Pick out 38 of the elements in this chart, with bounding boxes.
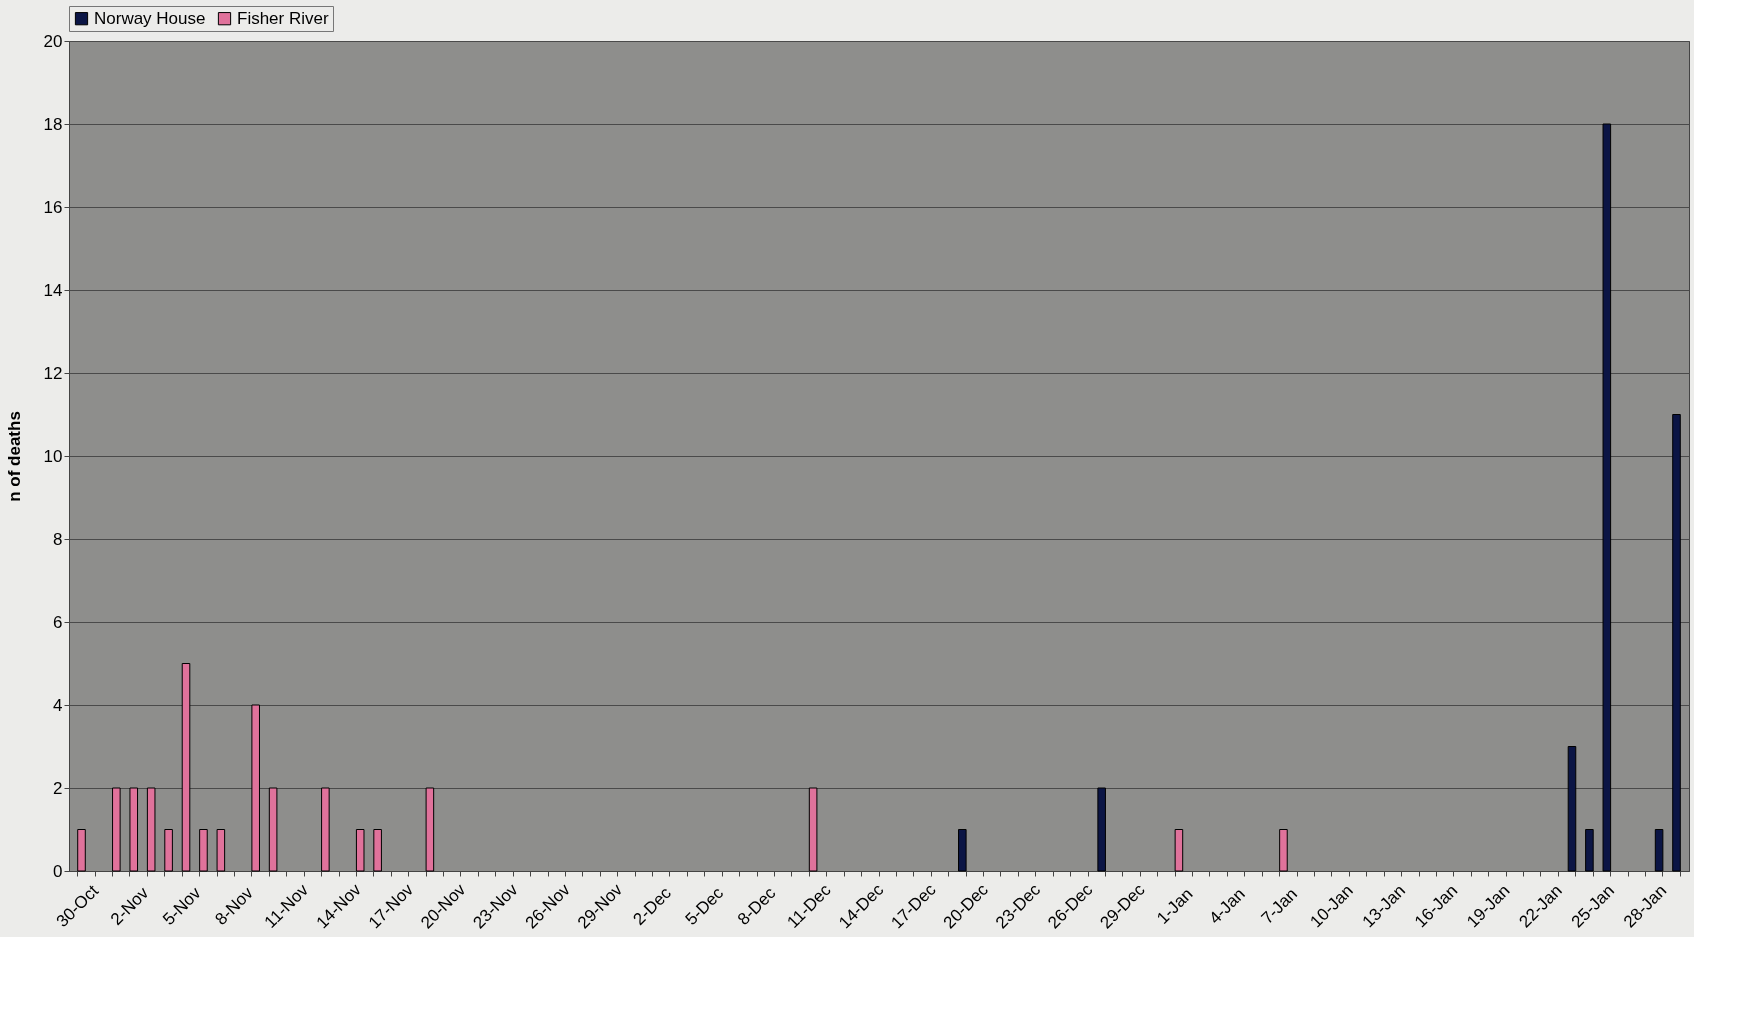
bar: [216, 829, 226, 872]
bar: [199, 829, 208, 872]
y-tick-label: 6: [53, 612, 63, 632]
bar: [146, 787, 156, 872]
y-axis-title: n of deaths: [4, 411, 24, 502]
y-tick-label: 14: [43, 280, 63, 300]
y-tick-label: 8: [53, 529, 63, 549]
bar: [1097, 787, 1106, 872]
bar: [958, 829, 967, 872]
y-tick-label: 0: [53, 861, 63, 881]
bar: [373, 829, 382, 872]
y-tick-label: 16: [43, 197, 63, 217]
bar: [1585, 829, 1594, 872]
y-tick-label: 4: [53, 695, 63, 715]
bar: [164, 829, 173, 872]
bar: [1279, 829, 1288, 872]
bar: [268, 787, 278, 872]
y-tick-label: 10: [43, 446, 63, 466]
bar: [1672, 414, 1681, 872]
y-tick-label: 2: [53, 778, 63, 798]
bar: [181, 663, 191, 872]
y-tick-label: 20: [43, 31, 63, 51]
legend-label: Fisher River: [237, 8, 329, 28]
bar: [251, 704, 260, 872]
bar: [808, 787, 818, 872]
y-tick-label: 18: [43, 114, 63, 134]
bar: [1174, 829, 1184, 872]
bar: [129, 787, 139, 872]
bar: [1602, 123, 1612, 872]
bar: [1654, 829, 1664, 872]
bar: [77, 829, 86, 872]
legend-label: Norway House: [94, 8, 206, 28]
y-tick-label: 12: [43, 363, 63, 383]
bar: [321, 787, 330, 872]
bar: [355, 829, 365, 872]
bar: [112, 787, 121, 872]
bar: [425, 787, 435, 872]
bar: [1567, 746, 1577, 872]
